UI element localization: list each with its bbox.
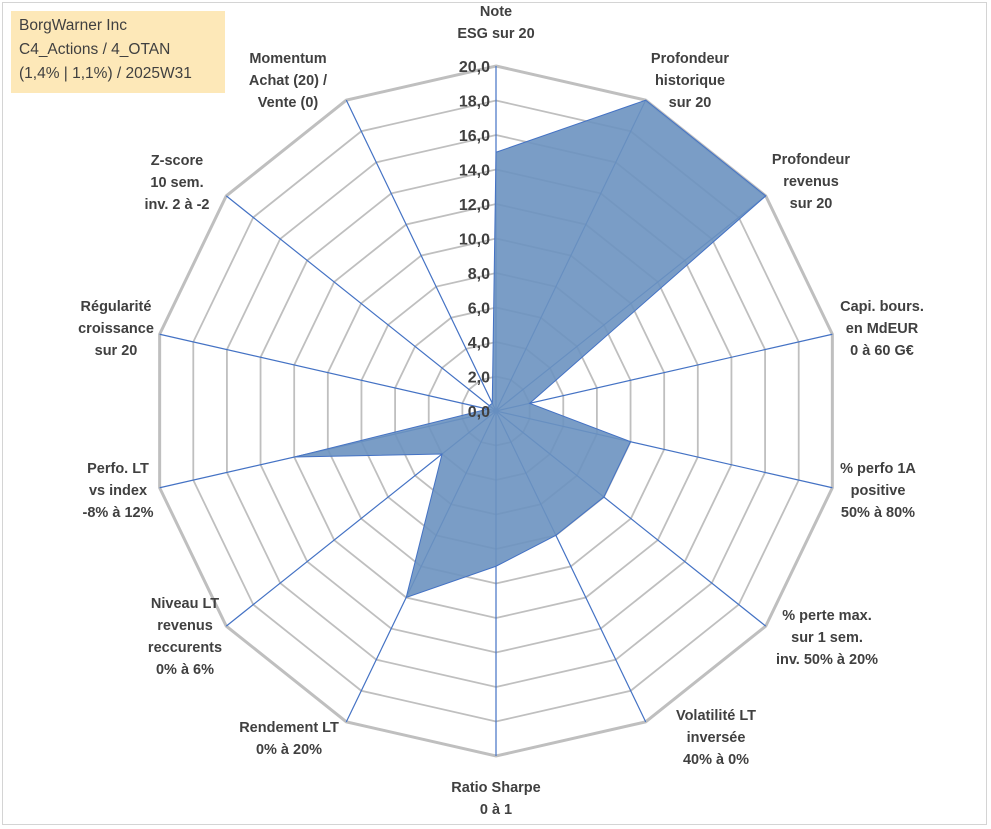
axis-label: Profondeur revenus sur 20 bbox=[772, 152, 850, 212]
axis-spoke bbox=[345, 99, 497, 412]
tick-label: 18,0 bbox=[459, 94, 490, 111]
axis-label: Z-score 10 sem. inv. 2 à -2 bbox=[144, 153, 209, 213]
axis-label-line: 40% à 0% bbox=[683, 752, 749, 768]
axis-label-line: positive bbox=[851, 483, 906, 499]
tick-label: 20,0 bbox=[459, 59, 490, 76]
axis-label-line: croissance bbox=[78, 321, 154, 337]
axis-label-line: 10 sem. bbox=[150, 175, 203, 191]
tick-label: 14,0 bbox=[459, 163, 490, 180]
axis-label-line: Rendement LT bbox=[239, 720, 339, 736]
axis-label-line: % perte max. bbox=[782, 608, 871, 624]
axis-spoke bbox=[159, 333, 497, 412]
axis-label-line: Ratio Sharpe bbox=[451, 780, 540, 796]
axis-label-line: Vente (0) bbox=[258, 95, 319, 111]
period-label: (1,4% | 1,1%) / 2025W31 bbox=[19, 65, 192, 82]
data-series-area bbox=[294, 99, 767, 599]
axis-label: Rendement LT 0% à 20% bbox=[239, 720, 339, 758]
tick-label: 6,0 bbox=[468, 301, 490, 318]
axis-label: Régularité croissance sur 20 bbox=[78, 299, 154, 359]
axis-label-line: Perfo. LT bbox=[87, 461, 149, 477]
axis-label: Perfo. LT vs index -8% à 12% bbox=[83, 461, 154, 521]
axis-label-line: en MdEUR bbox=[846, 321, 919, 337]
axis-label-line: Profondeur bbox=[772, 152, 850, 168]
axis-label-line: sur 1 sem. bbox=[791, 630, 863, 646]
company-name: BorgWarner Inc bbox=[19, 17, 127, 34]
tick-label: 8,0 bbox=[468, 266, 490, 283]
tick-label: 0,0 bbox=[468, 404, 490, 421]
tick-label: 12,0 bbox=[459, 197, 490, 214]
axis-label-line: vs index bbox=[89, 483, 147, 499]
axis-label: Note ESG sur 20 bbox=[457, 4, 534, 42]
axis-label-line: Profondeur bbox=[651, 51, 729, 67]
axis-label-line: Volatilité LT bbox=[676, 708, 756, 724]
axis-label-line: -8% à 12% bbox=[83, 505, 154, 521]
axis-label-line: % perfo 1A bbox=[840, 461, 916, 477]
tick-label: 4,0 bbox=[468, 335, 490, 352]
axis-label-line: 0% à 6% bbox=[156, 662, 214, 678]
axis-label-line: 0 à 1 bbox=[480, 802, 512, 818]
axis-label: Capi. bours. en MdEUR 0 à 60 G€ bbox=[840, 299, 924, 359]
axis-label-line: inversée bbox=[687, 730, 746, 746]
axis-label: Profondeur historique sur 20 bbox=[651, 51, 729, 111]
axis-label-line: Note bbox=[480, 4, 512, 20]
axis-spoke bbox=[495, 333, 833, 412]
axis-label-line: sur 20 bbox=[669, 95, 712, 111]
axis-label-line: inv. 2 à -2 bbox=[144, 197, 209, 213]
axis-label: Niveau LT revenus reccurents 0% à 6% bbox=[148, 596, 222, 678]
axis-spoke bbox=[225, 195, 497, 412]
axis-label: Ratio Sharpe 0 à 1 bbox=[451, 780, 540, 818]
category-label: C4_Actions / 4_OTAN bbox=[19, 41, 171, 58]
axis-label: Volatilité LT inversée 40% à 0% bbox=[676, 708, 756, 768]
axis-label-line: Achat (20) / bbox=[249, 73, 327, 89]
axis-label-line: revenus bbox=[157, 618, 213, 634]
tick-label: 10,0 bbox=[459, 232, 490, 249]
axis-label-line: sur 20 bbox=[95, 343, 138, 359]
info-box: BorgWarner Inc C4_Actions / 4_OTAN (1,4%… bbox=[11, 11, 225, 93]
axis-label-line: ESG sur 20 bbox=[457, 26, 534, 42]
axis-label-line: 0 à 60 G€ bbox=[850, 343, 914, 359]
tick-label: 2,0 bbox=[468, 370, 490, 387]
axis-label: % perte max. sur 1 sem. inv. 50% à 20% bbox=[776, 608, 878, 668]
axis-label: % perfo 1A positive 50% à 80% bbox=[840, 461, 916, 521]
axis-label-line: 0% à 20% bbox=[256, 742, 322, 758]
axis-label-line: reccurents bbox=[148, 640, 222, 656]
axis-label-line: 50% à 80% bbox=[841, 505, 915, 521]
axis-label-line: inv. 50% à 20% bbox=[776, 652, 878, 668]
axis-label: Momentum Achat (20) / Vente (0) bbox=[249, 51, 327, 111]
tick-label: 16,0 bbox=[459, 128, 490, 145]
axis-label-line: Niveau LT bbox=[151, 596, 219, 612]
axis-label-line: Z-score bbox=[151, 153, 203, 169]
axis-label-line: historique bbox=[655, 73, 725, 89]
axis-label-line: sur 20 bbox=[790, 196, 833, 212]
axis-label-line: revenus bbox=[783, 174, 839, 190]
axis-label-line: Régularité bbox=[81, 299, 152, 315]
axis-label-line: Capi. bours. bbox=[840, 299, 924, 315]
axis-label-line: Momentum bbox=[249, 51, 326, 67]
